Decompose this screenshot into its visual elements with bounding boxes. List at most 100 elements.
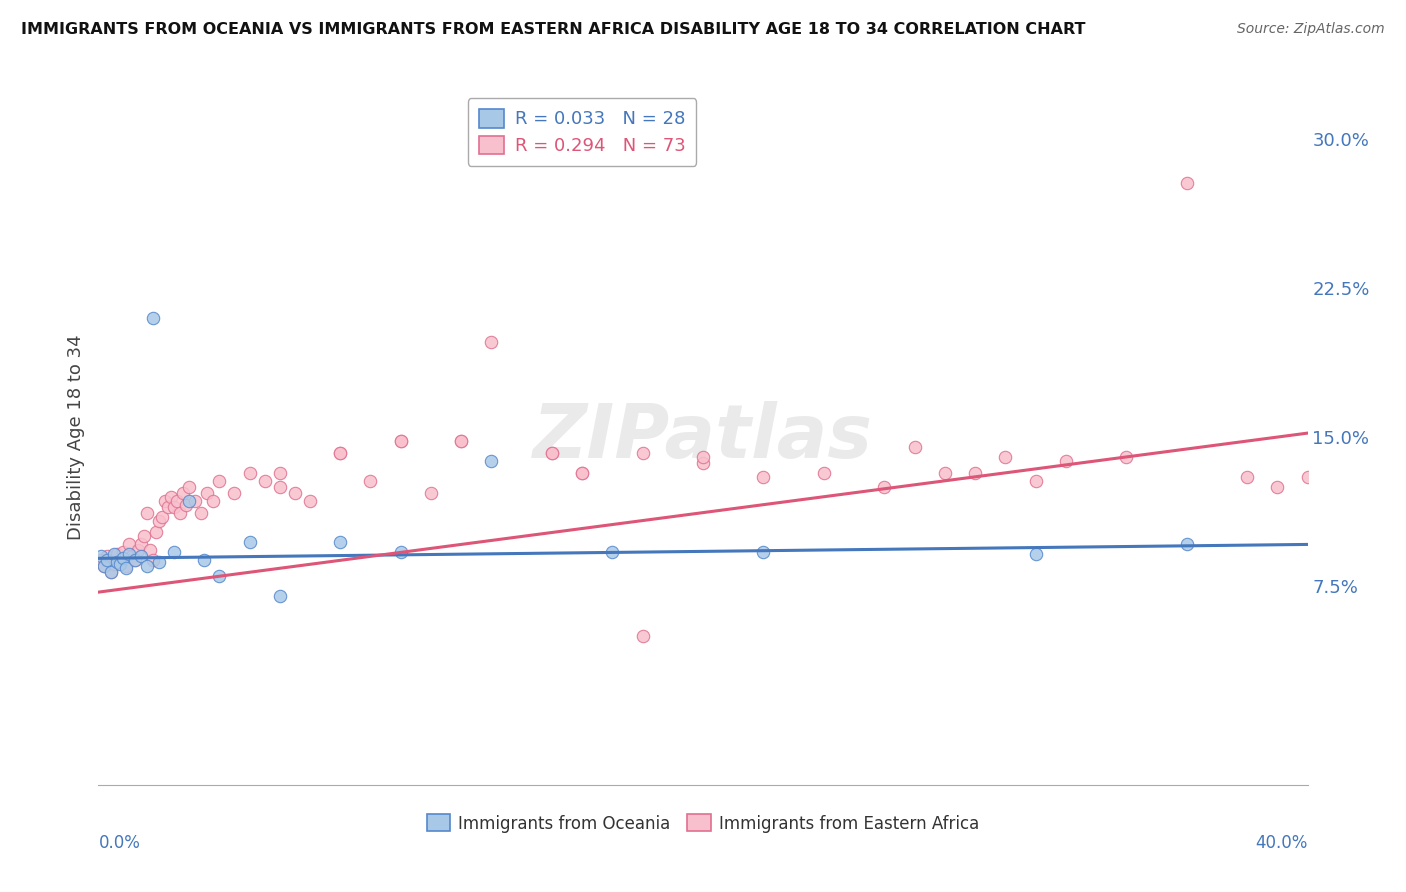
Point <box>299 493 322 508</box>
Point <box>208 474 231 488</box>
Point <box>90 553 112 567</box>
Point <box>193 553 215 567</box>
Point <box>692 456 714 470</box>
Point <box>239 466 262 480</box>
Point <box>360 474 382 488</box>
Point <box>752 545 775 559</box>
Point <box>1296 470 1319 484</box>
Point <box>994 450 1017 464</box>
Y-axis label: Disability Age 18 to 34: Disability Age 18 to 34 <box>66 334 84 540</box>
Point <box>105 547 128 561</box>
Point <box>208 569 231 583</box>
Point <box>1054 454 1077 468</box>
Point <box>132 529 155 543</box>
Point <box>179 480 201 494</box>
Point <box>135 506 157 520</box>
Point <box>450 434 472 448</box>
Point <box>1267 480 1289 494</box>
Point <box>1175 176 1198 190</box>
Point <box>108 558 131 572</box>
Point <box>224 485 246 500</box>
Point <box>118 547 141 561</box>
Point <box>174 498 197 512</box>
Point <box>389 434 412 448</box>
Point <box>752 470 775 484</box>
Point <box>873 480 896 494</box>
Point <box>93 559 115 574</box>
Point <box>114 559 136 574</box>
Point <box>111 551 134 566</box>
Point <box>114 561 136 575</box>
Point <box>150 509 173 524</box>
Point <box>160 490 183 504</box>
Point <box>329 446 352 460</box>
Point <box>100 566 122 580</box>
Point <box>571 466 593 480</box>
Point <box>481 454 503 468</box>
Point <box>145 525 167 540</box>
Point <box>420 485 443 500</box>
Point <box>124 553 146 567</box>
Point <box>111 545 134 559</box>
Point <box>1115 450 1137 464</box>
Point <box>1024 547 1046 561</box>
Point <box>163 500 186 514</box>
Point <box>96 553 118 567</box>
Text: 0.0%: 0.0% <box>98 834 141 852</box>
Point <box>540 446 562 460</box>
Point <box>540 446 562 460</box>
Point <box>163 545 186 559</box>
Point <box>965 466 987 480</box>
Point <box>284 485 307 500</box>
Point <box>105 555 128 569</box>
Point <box>571 466 593 480</box>
Point <box>96 549 118 564</box>
Point <box>202 493 225 508</box>
Point <box>129 537 152 551</box>
Point <box>184 493 207 508</box>
Point <box>100 566 122 580</box>
Point <box>127 543 149 558</box>
Point <box>108 553 131 567</box>
Point <box>195 485 218 500</box>
Point <box>169 506 191 520</box>
Point <box>135 559 157 574</box>
Point <box>481 334 503 349</box>
Point <box>1024 474 1046 488</box>
Point <box>190 506 212 520</box>
Text: 40.0%: 40.0% <box>1256 834 1308 852</box>
Point <box>269 589 291 603</box>
Point <box>389 434 412 448</box>
Point <box>631 446 654 460</box>
Point <box>450 434 472 448</box>
Point <box>269 480 291 494</box>
Text: Source: ZipAtlas.com: Source: ZipAtlas.com <box>1237 22 1385 37</box>
Point <box>142 553 165 567</box>
Point <box>90 549 112 564</box>
Point <box>148 514 170 528</box>
Point <box>389 545 412 559</box>
Point <box>93 559 115 574</box>
Point <box>253 474 276 488</box>
Point <box>239 535 262 549</box>
Point <box>1175 537 1198 551</box>
Point <box>103 558 125 572</box>
Point <box>631 629 654 643</box>
Point <box>904 440 927 454</box>
Point <box>118 537 141 551</box>
Point <box>813 466 835 480</box>
Point <box>934 466 956 480</box>
Legend: Immigrants from Oceania, Immigrants from Eastern Africa: Immigrants from Oceania, Immigrants from… <box>420 808 986 839</box>
Point <box>172 485 194 500</box>
Point <box>148 555 170 569</box>
Point <box>153 493 176 508</box>
Text: IMMIGRANTS FROM OCEANIA VS IMMIGRANTS FROM EASTERN AFRICA DISABILITY AGE 18 TO 3: IMMIGRANTS FROM OCEANIA VS IMMIGRANTS FR… <box>21 22 1085 37</box>
Point <box>103 547 125 561</box>
Point <box>156 500 179 514</box>
Point <box>121 549 143 564</box>
Point <box>142 310 165 325</box>
Point <box>692 450 714 464</box>
Point <box>139 543 162 558</box>
Point <box>129 549 152 564</box>
Point <box>1236 470 1258 484</box>
